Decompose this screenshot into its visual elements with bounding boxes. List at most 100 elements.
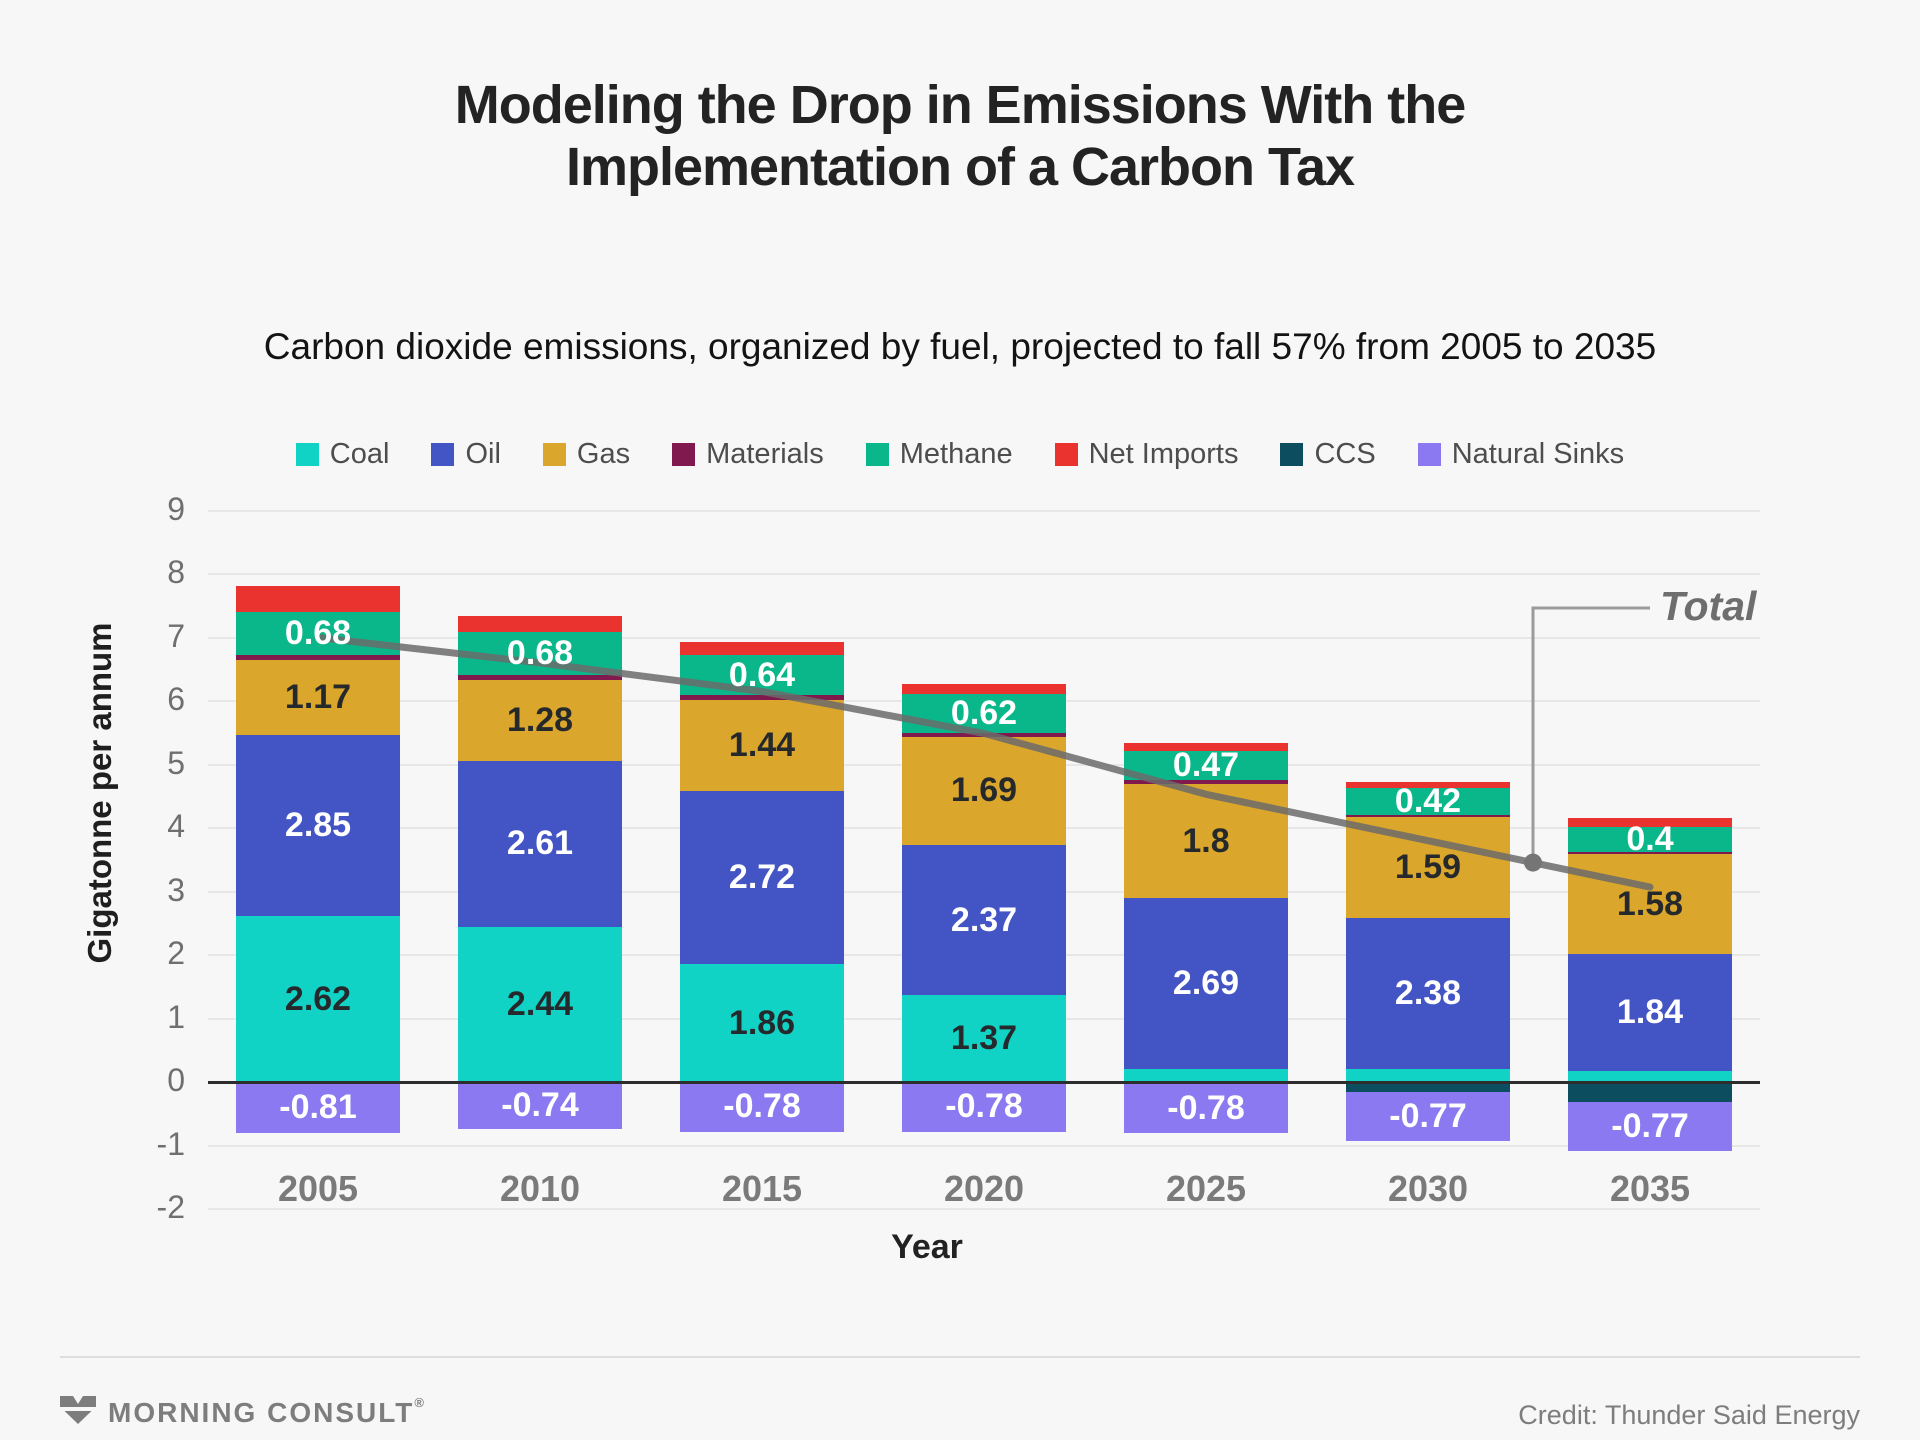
gridline	[208, 636, 1760, 639]
bar-segment-gas-2010	[458, 680, 622, 762]
legend-swatch-coal	[295, 443, 319, 466]
bar-segment-oil-2020	[902, 844, 1066, 995]
bar-value-label-coal-2020: 1.37	[950, 1019, 1018, 1057]
bar-segment-oil-2025	[1124, 897, 1288, 1069]
bar-value-label-natural-sinks-2020: -0.78	[945, 1087, 1023, 1125]
bar-segment-gas-2035	[1568, 854, 1732, 955]
y-tick-label: 3	[167, 871, 185, 908]
y-tick-label: 2	[167, 935, 185, 971]
bar-segment-materials-2035	[1568, 852, 1732, 855]
bar-value-label-methane-2020: 0.62	[950, 694, 1018, 732]
bar-segment-coal-2025	[1124, 1068, 1288, 1082]
footer-divider	[60, 1356, 1860, 1358]
bar-segment-oil-2030	[1346, 918, 1510, 1070]
bar-value-label-gas-2010: 1.28	[506, 701, 574, 740]
bar-value-label-gas-2035: 1.58	[1616, 885, 1684, 924]
brand-lockup: MORNING CONSULT®	[60, 1396, 426, 1430]
bar-segment-ccs-2030	[1346, 1082, 1510, 1093]
bar-segment-coal-2020	[902, 995, 1066, 1082]
title-line-1: Modeling the Drop in Emissions With the	[454, 75, 1467, 135]
bar-value-label-coal-2015: 1.86	[728, 1003, 796, 1042]
x-tick-label-2030: 2030	[1387, 1168, 1469, 1209]
legend-swatch-natural-sinks	[1417, 443, 1441, 466]
bar-value-label-gas-2020: 1.69	[950, 771, 1018, 810]
legend-label-materials: Materials	[706, 438, 824, 470]
y-tick-label: 0	[167, 1062, 185, 1098]
legend-label-coal: Coal	[329, 438, 390, 470]
bar-value-label-oil-2030: 2.38	[1394, 974, 1462, 1013]
bar-segment-materials-2015	[680, 695, 844, 700]
bar-segment-methane-2005	[236, 612, 400, 656]
legend-item-ccs: CCS	[1280, 438, 1376, 471]
legend-label-ccs: CCS	[1314, 438, 1376, 470]
legend-item-oil: Oil	[431, 438, 501, 471]
gridline	[208, 1208, 1760, 1210]
bar-segment-methane-2035	[1568, 826, 1732, 853]
bar-value-label-coal-2010: 2.44	[506, 985, 574, 1024]
bar-value-label-natural-sinks-2010: -0.74	[501, 1086, 579, 1124]
bar-value-label-gas-2005: 1.17	[284, 678, 352, 717]
legend-item-materials: Materials	[672, 438, 824, 471]
legend-item-natural-sinks: Natural Sinks	[1417, 438, 1625, 471]
brand-name-text: MORNING CONSULT	[108, 1397, 415, 1428]
bar-segment-gas-2005	[236, 660, 400, 735]
bar-value-label-oil-2010: 2.61	[506, 824, 574, 863]
bar-value-label-oil-2015: 2.72	[728, 858, 796, 897]
bar-segment-net-imports-2015	[680, 641, 844, 655]
bar-segment-materials-2025	[1124, 780, 1288, 784]
legend-item-gas: Gas	[542, 438, 631, 471]
total-line	[314, 634, 1654, 891]
bar-segment-ccs-2035	[1568, 1082, 1732, 1102]
bar-segment-coal-2010	[458, 927, 622, 1082]
bar-value-label-oil-2020: 2.37	[950, 900, 1018, 939]
bar-value-label-natural-sinks-2015: -0.78	[723, 1087, 801, 1125]
bar-segment-natural-sinks-2030	[1346, 1092, 1510, 1142]
x-axis-title: Year	[891, 1228, 963, 1266]
bar-segment-net-imports-2025	[1124, 742, 1288, 751]
bar-value-label-oil-2005: 2.85	[284, 805, 352, 844]
legend: Coal Oil Gas Materials Methane Net Imports CCS…	[0, 438, 1920, 471]
page-title: Modeling the Drop in Emissions With the …	[0, 74, 1920, 198]
bar-segment-gas-2030	[1346, 817, 1510, 919]
bar-value-label-methane-2035: 0.4	[1626, 819, 1674, 858]
morning-consult-logo-icon	[60, 1396, 96, 1424]
bar-value-label-coal-2005: 2.62	[284, 979, 352, 1018]
bar-segment-coal-2035	[1568, 1071, 1732, 1082]
bar-segment-methane-2030	[1346, 787, 1510, 815]
bar-segment-oil-2010	[458, 761, 622, 928]
bar-segment-coal-2015	[680, 963, 844, 1082]
title-line-2: Implementation of a Carbon Tax	[565, 137, 1355, 197]
legend-label-natural-sinks: Natural Sinks	[1451, 438, 1625, 470]
legend-swatch-ccs	[1280, 443, 1304, 466]
legend-label-gas: Gas	[576, 438, 631, 470]
gridline	[208, 573, 1760, 575]
total-callout-line	[1531, 606, 1650, 863]
bar-segment-methane-2020	[902, 694, 1066, 734]
legend-label-oil: Oil	[465, 438, 501, 470]
total-annotation-label: Total	[1660, 583, 1757, 629]
legend-label-methane: Methane	[899, 438, 1013, 470]
bar-value-label-oil-2035: 1.84	[1616, 993, 1684, 1032]
gridline	[208, 509, 1760, 512]
x-tick-label-2005: 2005	[277, 1168, 359, 1209]
bar-value-label-oil-2025: 2.69	[1172, 963, 1240, 1002]
y-tick-label: 1	[167, 998, 185, 1035]
bar-segment-oil-2015	[680, 791, 844, 964]
bar-value-label-methane-2010: 0.68	[506, 633, 574, 672]
bar-segment-materials-2005	[236, 655, 400, 661]
bar-segment-gas-2015	[680, 699, 844, 792]
legend-swatch-materials	[672, 443, 696, 466]
bar-segment-natural-sinks-2005	[236, 1082, 400, 1134]
bar-segment-net-imports-2020	[902, 683, 1066, 694]
x-tick-label-2020: 2020	[943, 1168, 1025, 1209]
y-tick-label: 5	[167, 744, 185, 781]
bar-value-label-natural-sinks-2035: -0.77	[1611, 1106, 1689, 1145]
bar-value-label-methane-2025: 0.47	[1172, 745, 1240, 784]
bar-segment-natural-sinks-2035	[1568, 1101, 1732, 1151]
brand-name: MORNING CONSULT®	[108, 1396, 426, 1430]
x-tick-label-2015: 2015	[721, 1168, 803, 1209]
bar-value-label-gas-2015: 1.44	[728, 725, 796, 764]
bar-segment-net-imports-2010	[458, 615, 622, 632]
